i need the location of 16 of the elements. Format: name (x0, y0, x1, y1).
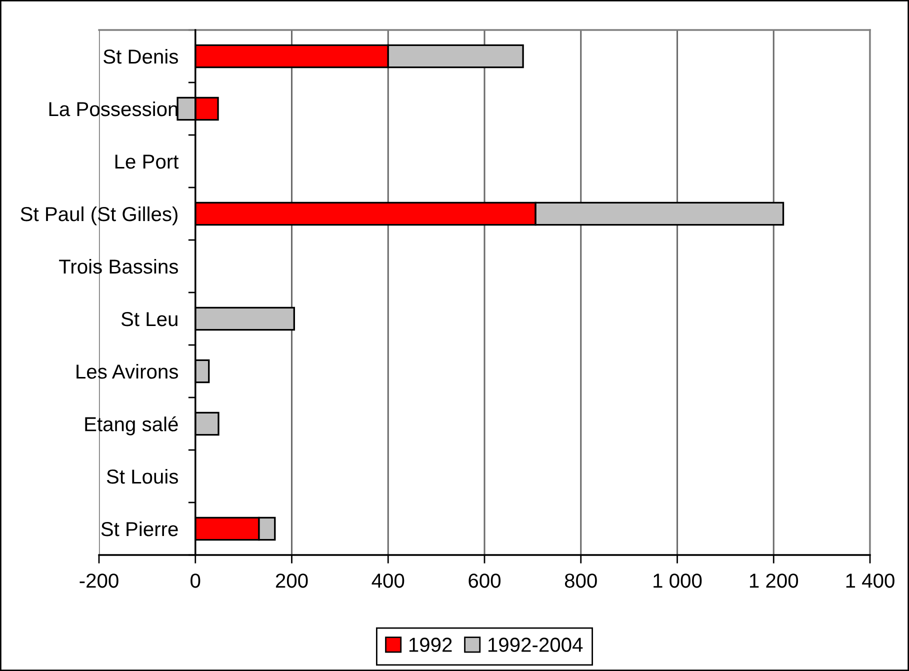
legend-label: 1992 (409, 638, 452, 652)
y-tick-label: Le Port (115, 154, 179, 169)
x-tick-label: 800 (564, 574, 597, 588)
x-tick-label: 0 (190, 574, 200, 588)
y-tick-label: St Pierre (101, 521, 178, 536)
x-tick-label: 1 000 (654, 574, 702, 588)
x-tick-label: 200 (276, 574, 308, 588)
x-tick-label: 400 (372, 574, 404, 588)
x-tick-label: 1 200 (750, 574, 798, 588)
x-tick-label: 1 400 (846, 574, 894, 588)
x-tick-label: 600 (468, 574, 501, 588)
y-tick-label: St Leu (121, 312, 178, 326)
x-tick-label: -200 (80, 574, 118, 588)
y-tick-label: St Louis (106, 468, 178, 484)
y-tick-label: St Denis (104, 48, 178, 64)
legend-label: 1992-2004 (488, 638, 583, 652)
